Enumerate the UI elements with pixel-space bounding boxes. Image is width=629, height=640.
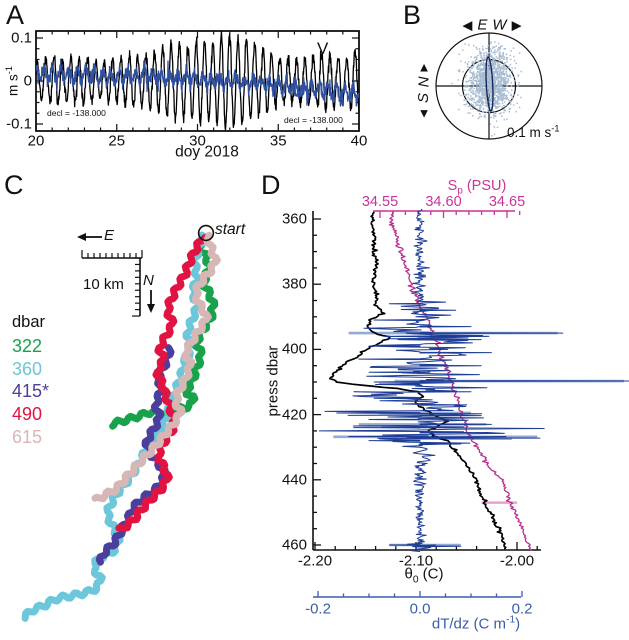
a-y-axis-label: m s-1 (3, 66, 21, 96)
c-start-label: start (215, 221, 246, 238)
c-north-arrow-icon (147, 304, 155, 313)
d-salinity-axis-title: Sp (PSU) (447, 177, 507, 197)
c-east-arrow-icon (77, 233, 86, 241)
c-legend-item-360: 360 (12, 358, 43, 379)
d-salinity-title-sub: p (457, 185, 463, 197)
a-y-tick-label: 0 (23, 72, 32, 90)
a-x-axis-label: doy 2018 (175, 143, 239, 161)
east-pointing-arrow-icon: ▶ (511, 17, 522, 33)
a-x-tick-label: 35 (269, 132, 287, 150)
d-dtdz-tick-label: 0.0 (409, 600, 431, 618)
panel-a-label: A (6, 0, 25, 30)
a-declination-note-left: decl = -138.000 (47, 108, 106, 118)
d-salinity-tick-label: 34.60 (425, 193, 462, 210)
d-dtdz-title-sup: -1 (506, 614, 516, 626)
west-pointing-arrow-icon: ◀ (462, 17, 473, 33)
c-north-label: N (143, 272, 154, 289)
d-theta-tick-label: -2.00 (499, 552, 535, 570)
a-x-tick-label: 30 (189, 132, 206, 150)
c-east-label: E (104, 227, 115, 244)
b-scale-label: 0.1 m s-1 (507, 123, 560, 140)
d-theta-title-rest: (C) (418, 565, 444, 583)
a-y-tick-label: -0.1 (6, 115, 32, 133)
d-theta-title-sub: 0 (412, 574, 419, 586)
a-y-axis-label-text: m s (5, 74, 21, 96)
c-legend-item-322: 322 (12, 336, 43, 356)
a-x-tick-label: 40 (350, 132, 368, 150)
a-series-u-label: U (292, 81, 306, 102)
a-declination-note-right: decl = -138.000 (284, 115, 343, 125)
a-x-tick-label: 25 (108, 132, 126, 150)
c-legend-item-415: 415* (12, 381, 50, 402)
panel-d-label: D (261, 170, 281, 200)
a-y-tick-label: 0.1 (11, 29, 32, 47)
b-south-letter: S (415, 92, 433, 104)
b-north-letter: N (415, 76, 433, 88)
panel-c-label: C (4, 170, 24, 200)
b-variance-ellipse (485, 56, 494, 112)
a-x-tick-label: 20 (27, 132, 45, 150)
c-legend-item-615: 615 (12, 426, 43, 447)
d-pressure-tick-label: 420 (281, 406, 307, 424)
panel-a-plot (35, 30, 360, 132)
c-scale-bar-label: 10 km (83, 276, 124, 293)
d-dtdz-tick-label: -0.2 (305, 600, 331, 618)
panel-c-map (21, 224, 221, 622)
d-pressure-axis-label: press dbar (264, 345, 282, 417)
d-pressure-tick-label: 380 (281, 275, 307, 293)
d-theta-title-text: θ (404, 565, 413, 583)
north-pointing-arrow-icon: ▲ (417, 59, 431, 75)
d-dtdz-title-rest: ) (515, 615, 521, 633)
d-pressure-tick-label: 440 (281, 471, 307, 489)
d-pressure-tick-label: 460 (281, 536, 307, 554)
a-series-v-label: V (317, 39, 329, 58)
a-y-axis-label-sup: -1 (3, 66, 14, 75)
b-scale-label-sup: -1 (551, 123, 560, 134)
d-dtdz-axis-title: dT/dz (C m-1) (431, 614, 521, 633)
d-theta-axis-title: θ0 (C) (404, 565, 444, 586)
b-scale-label-text: 0.1 m s (507, 125, 552, 140)
panel-b-polar-plot (435, 32, 543, 140)
b-east-letter: E (477, 16, 488, 34)
d-pressure-tick-label: 400 (281, 340, 307, 358)
b-east-west-axis-label: ◀ E W ▶ (462, 18, 521, 33)
b-north-south-axis-label: ▲ N S ▼ (415, 59, 433, 121)
d-dtdz-tick-label: 0.2 (511, 600, 533, 618)
c-start-marker (197, 224, 215, 242)
panel-b-label: B (403, 0, 422, 30)
panel-d-profile-plot (312, 208, 629, 598)
south-pointing-arrow-icon: ▼ (417, 105, 431, 121)
d-pressure-tick-label: 360 (281, 210, 307, 228)
c-legend-item-490: 490 (12, 404, 43, 425)
d-dtdz-title-text: dT/dz (C m (431, 615, 507, 633)
b-west-letter: W (492, 16, 507, 34)
d-salinity-tick-label: 34.65 (488, 193, 526, 210)
d-theta-tick-label: -2.20 (297, 552, 333, 570)
c-legend-title: dbar (12, 313, 46, 331)
d-theta-tick-label: -2.10 (398, 552, 434, 570)
d-salinity-tick-label: 34.55 (361, 193, 399, 210)
d-salinity-title-rest: (PSU) (462, 177, 507, 194)
d-salinity-title-text: S (447, 177, 458, 194)
